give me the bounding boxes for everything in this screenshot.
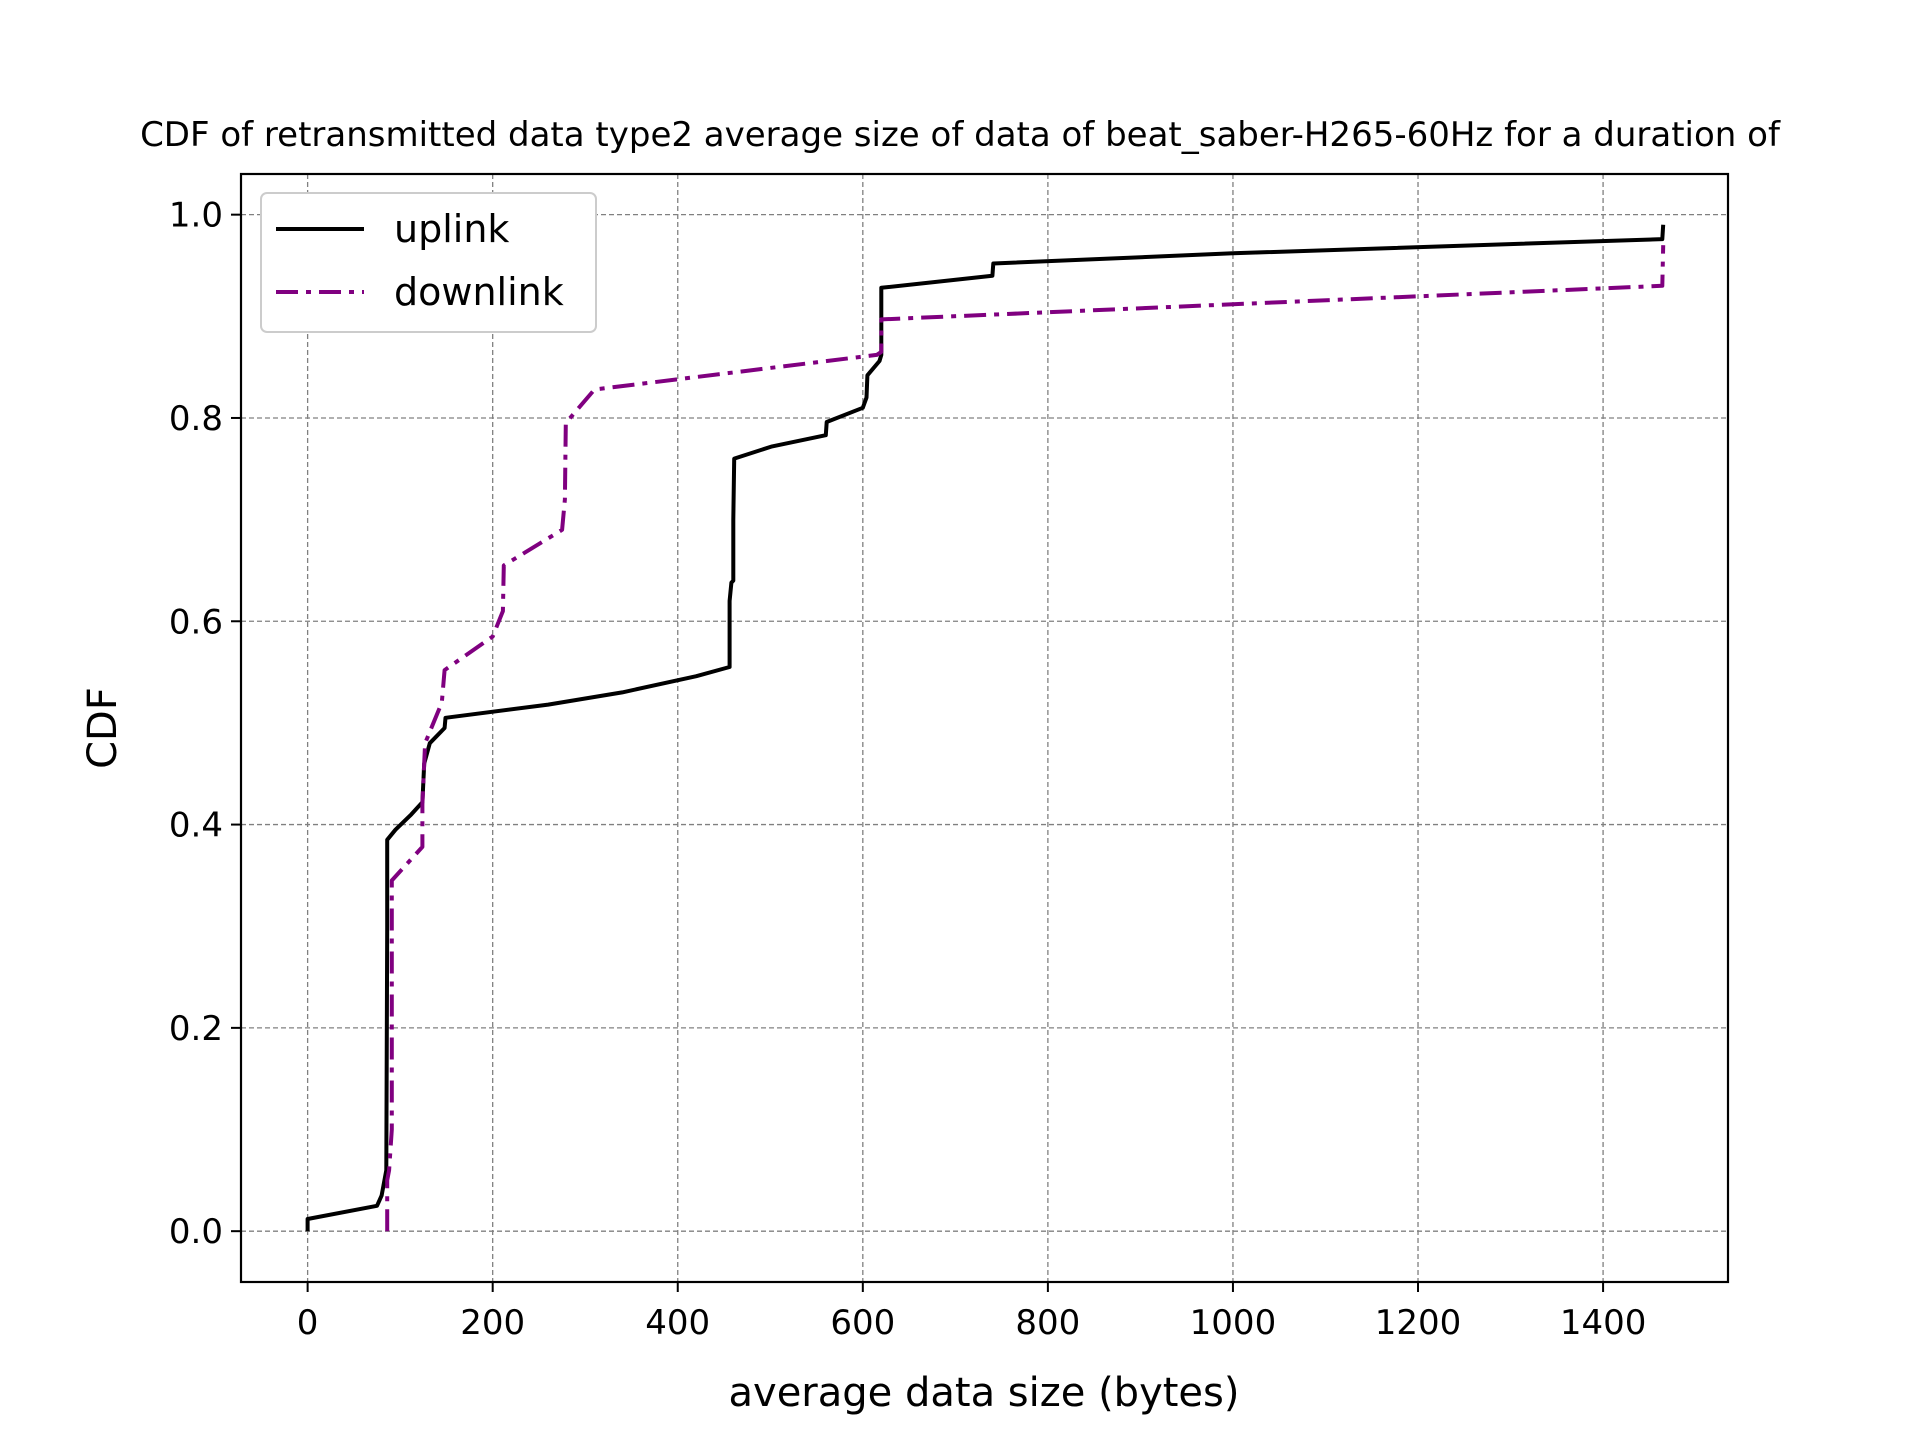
x-tick-label: 0 [297, 1303, 319, 1343]
y-tick-label: 0.8 [169, 399, 223, 439]
x-tick-label: 600 [830, 1303, 895, 1343]
legend: uplink downlink [260, 192, 597, 333]
y-tick-label: 0.0 [169, 1212, 223, 1252]
x-tick-label: 1000 [1190, 1303, 1277, 1343]
y-tick-label: 0.4 [169, 806, 223, 846]
y-axis-title: CDF [80, 687, 126, 769]
plot-frame [239, 172, 1730, 1284]
y-tick-label: 1.0 [169, 196, 223, 236]
x-tick-label: 800 [1015, 1303, 1080, 1343]
series-line-downlink [385, 245, 1666, 1232]
x-tick-label: 200 [460, 1303, 525, 1343]
y-axis: 0.0 0.2 0.4 0.6 0.8 1.0 [169, 196, 241, 1252]
legend-label-downlink: downlink [394, 270, 564, 314]
y-tick-label: 0.2 [169, 1009, 223, 1049]
chart-title: CDF of retransmitted data type2 average … [140, 115, 1781, 155]
legend-label-uplink: uplink [394, 207, 509, 251]
grid [241, 174, 1728, 1282]
x-tick-label: 1200 [1375, 1303, 1462, 1343]
x-tick-label: 1400 [1560, 1303, 1647, 1343]
series-line-uplink [305, 224, 1666, 1232]
y-tick-label: 0.6 [169, 602, 223, 642]
series-layer [305, 224, 1666, 1232]
x-axis: 0 200 400 600 800 1000 1200 1400 [297, 1282, 1647, 1343]
x-axis-title: average data size (bytes) [729, 1370, 1240, 1416]
x-tick-label: 400 [645, 1303, 710, 1343]
